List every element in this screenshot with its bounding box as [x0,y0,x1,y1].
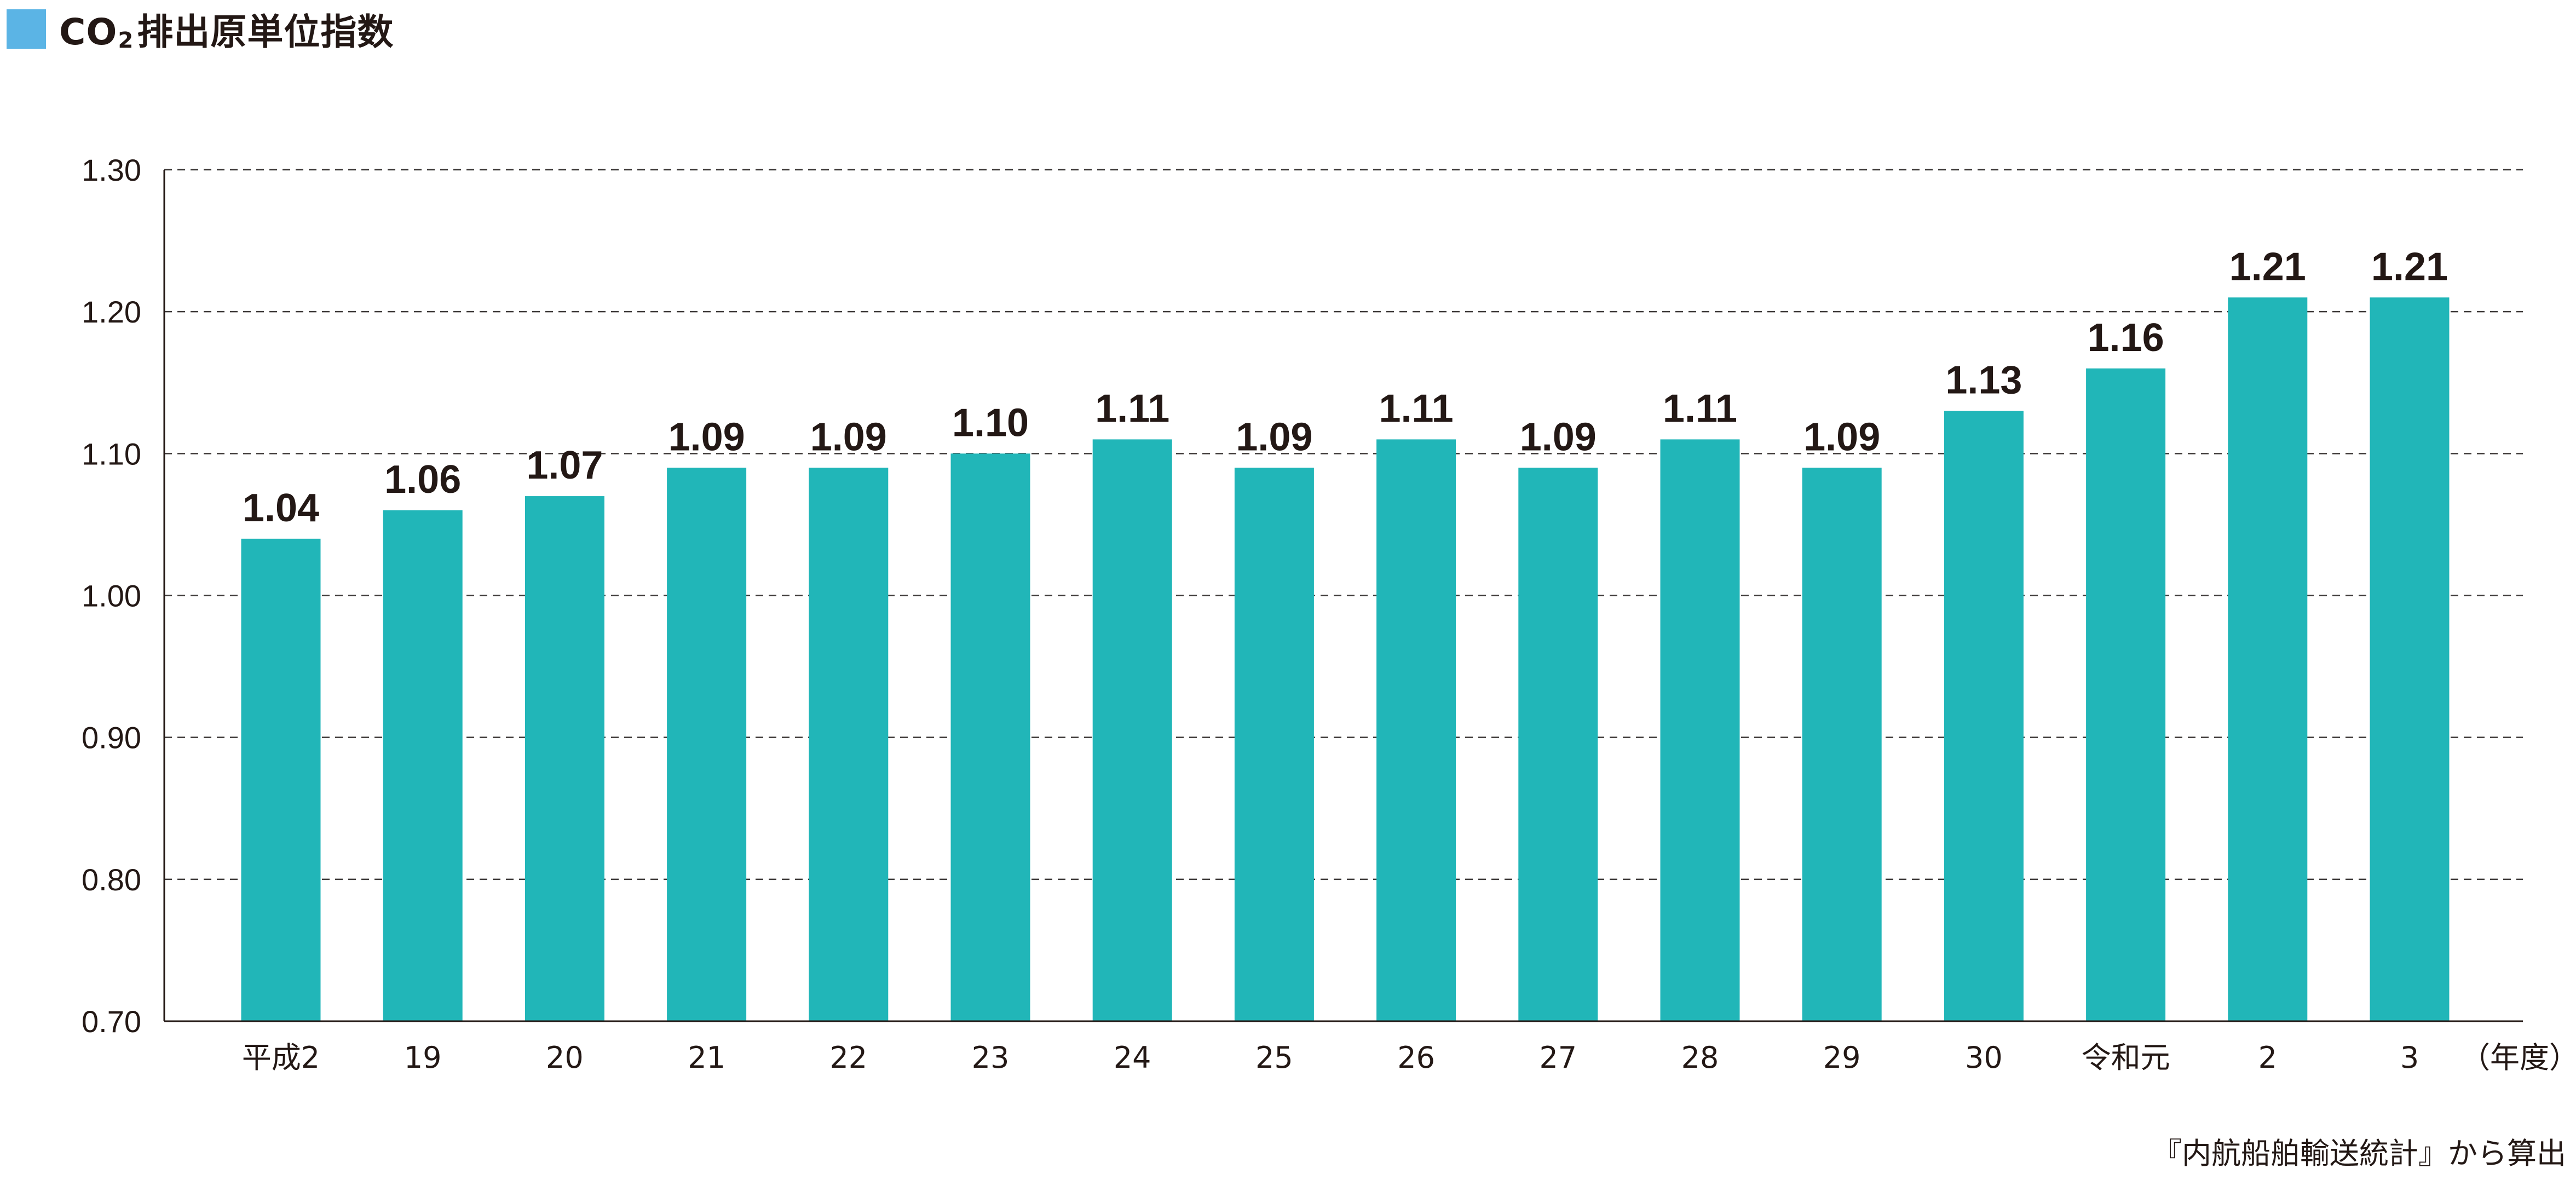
bar-value-label: 1.10 [952,401,1029,445]
x-tick-label: 27 [1539,1040,1577,1075]
x-tick-label: 30 [1965,1040,2003,1075]
x-tick-label: 令和元 [2082,1040,2170,1075]
y-tick-label: 0.80 [82,862,141,897]
x-tick-label: 24 [1114,1040,1151,1075]
bar-value-label: 1.16 [2088,316,2164,360]
bar [1376,439,1456,1021]
bar [2370,297,2450,1021]
x-tick-label: 26 [1397,1040,1435,1075]
title-marker-square [7,9,46,49]
x-tick-label: 20 [546,1040,584,1075]
x-tick-label: 21 [688,1040,725,1075]
bar-value-label: 1.13 [1945,359,2022,402]
source-note: 『内航船舶輸送統計』から算出 [2152,1136,2566,1171]
bar-value-label: 1.09 [669,415,745,459]
bar-value-label: 1.11 [1095,387,1169,430]
bar [809,468,889,1021]
y-tick-label: 1.20 [82,295,141,329]
y-tick-label: 1.00 [82,579,141,613]
x-axis-labels: 平成2 19 20 21 22 23 24 25 26 27 28 29 30 令和元 2 3 [242,1040,2419,1075]
axes [163,170,2523,1022]
title-subscript: 2 [118,28,134,53]
x-tick-label: 25 [1255,1040,1293,1075]
bar [2086,368,2166,1022]
bars [241,297,2450,1022]
y-tick-label: 1.30 [82,153,141,187]
x-tick-label: 19 [404,1040,442,1075]
x-tick-label: 28 [1681,1040,1719,1075]
bar [1092,439,1172,1021]
x-tick-label: 2 [2258,1040,2277,1075]
bar-value-label: 1.21 [2229,245,2306,289]
bar [241,538,321,1021]
y-axis-labels: 0.70 0.80 0.90 1.00 1.10 1.20 1.30 [82,153,141,1039]
bar-value-label: 1.11 [1663,387,1737,430]
y-tick-label: 0.70 [82,1004,141,1039]
bar [1802,468,1882,1021]
bar [1944,411,2024,1022]
x-tick-label: 平成2 [242,1040,320,1075]
bar [525,496,604,1021]
y-tick-label: 0.90 [82,721,141,755]
bar-value-label: 1.09 [1520,415,1597,459]
bar [950,453,1030,1022]
x-axis-unit-label: （年度） [2460,1040,2576,1075]
bar-value-label: 1.21 [2371,245,2448,289]
bar [1660,439,1740,1021]
x-tick-label: 23 [972,1040,1010,1075]
x-tick-label: 22 [829,1040,867,1075]
chart-title-text: CO2排出原単位指数 [59,3,394,55]
bar [1234,468,1314,1021]
x-tick-label: 29 [1823,1040,1861,1075]
data-labels: 1.04 1.06 1.07 1.09 1.09 1.10 1.11 1.09 1.11 1.09… [243,245,2448,530]
bar-value-label: 1.07 [526,444,603,487]
gridlines [164,169,2523,880]
bar [667,468,747,1021]
bar-value-label: 1.09 [810,415,887,459]
title-prefix: CO [59,11,118,53]
y-tick-label: 1.10 [82,436,141,471]
bar [2228,297,2308,1021]
bar-value-label: 1.11 [1379,387,1454,430]
bar-value-label: 1.09 [1236,415,1312,459]
bar-value-label: 1.06 [384,458,461,502]
bar-value-label: 1.09 [1803,415,1880,459]
title-suffix: 排出原単位指数 [137,11,394,53]
bar [383,510,463,1021]
chart-title: CO2排出原単位指数 [7,4,394,54]
x-tick-label: 3 [2400,1040,2419,1075]
bar [1518,468,1598,1021]
bar-value-label: 1.04 [243,486,319,530]
